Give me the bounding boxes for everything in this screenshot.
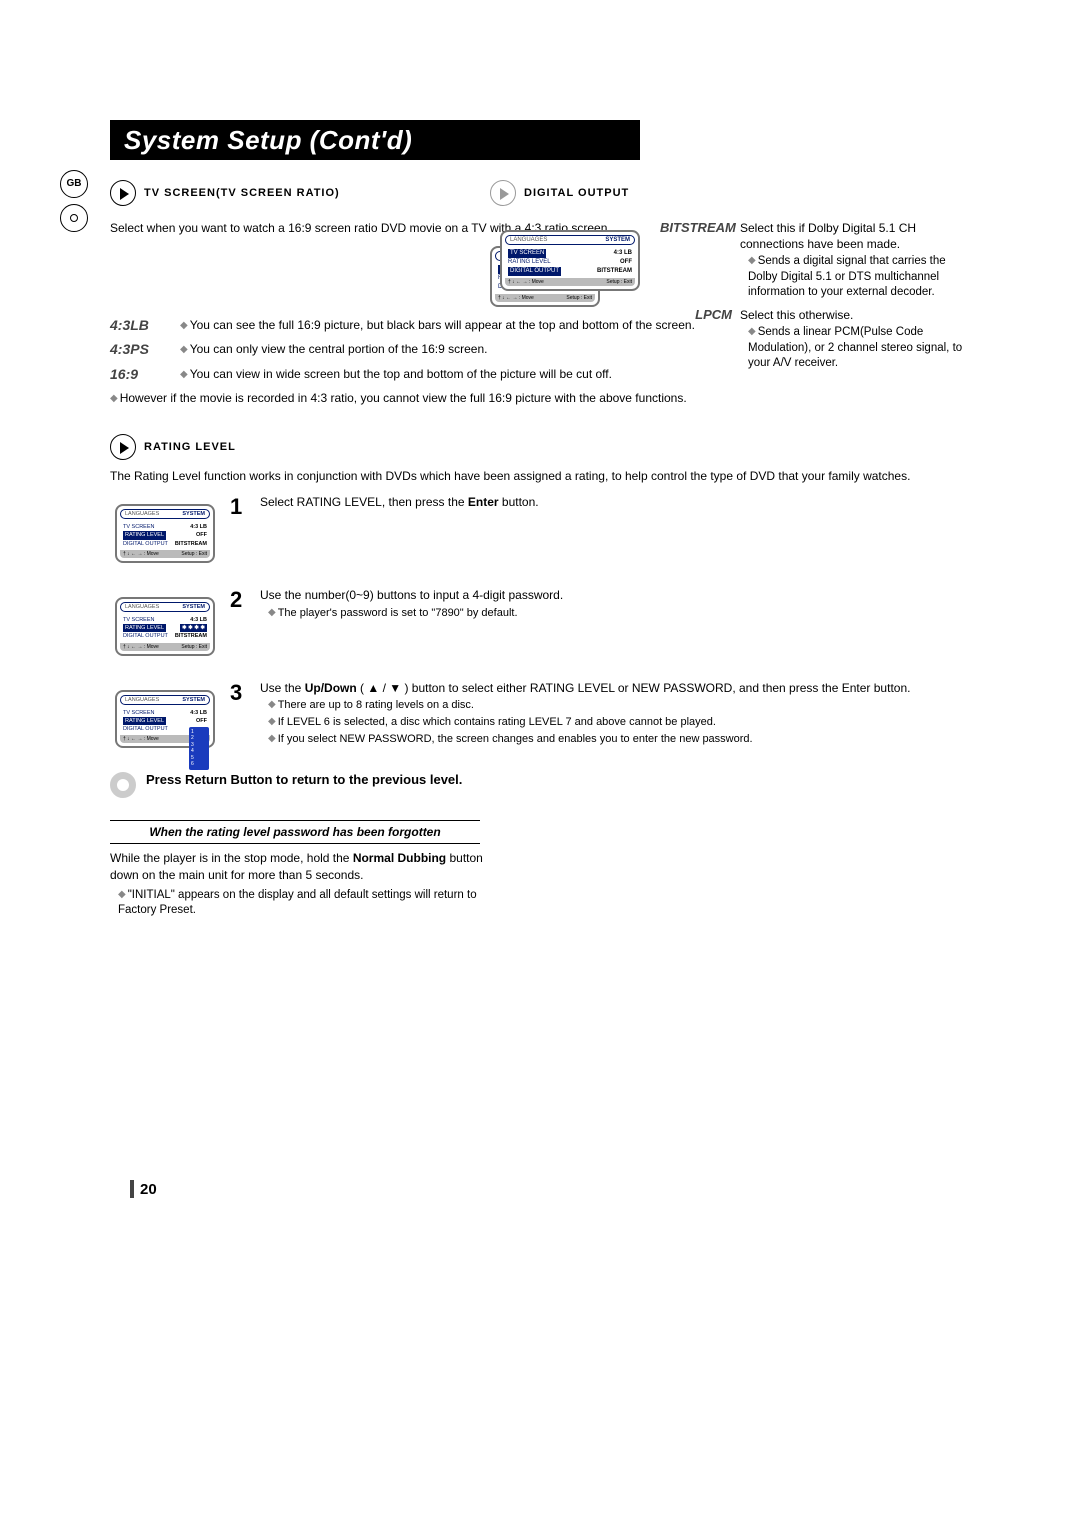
osd-dropdown: 123456	[189, 727, 209, 770]
page-title: System Setup (Cont'd)	[110, 120, 640, 160]
tv-screen-note: However if the movie is recorded in 4:3 …	[120, 391, 687, 405]
section-icon	[490, 180, 516, 206]
osd-foot-l: † ↓ ← → : Move	[123, 644, 159, 650]
def-term: 4:3PS	[110, 341, 180, 357]
osd-row-v: OFF	[196, 717, 207, 725]
def-term: 4:3LB	[110, 317, 180, 333]
do-lead: Select this otherwise.	[740, 308, 853, 322]
step-number: 3	[230, 680, 250, 706]
language-badge: GB	[60, 170, 88, 198]
osd-tab-right: SYSTEM	[182, 697, 205, 703]
osd-digital-output: LANGUAGES SYSTEM TV SCREEN 4:3 LB RATING L…	[500, 230, 640, 291]
osd-row-k: RATING LEVEL	[123, 531, 166, 539]
forgot-body: While the player is in the stop mode, ho…	[110, 850, 500, 919]
osd-foot-r: Setup : Exit	[181, 551, 207, 557]
forgot-heading: When the rating level password has been …	[110, 820, 480, 844]
do-sub: Sends a linear PCM(Pulse Code Modulation…	[748, 326, 962, 369]
rating-intro: The Rating Level function works in conju…	[110, 468, 980, 484]
right-column: DIGITAL OUTPUT LANGUAGES SYSTEM TV SCREEN…	[490, 180, 970, 376]
osd-tab-right: SYSTEM	[605, 237, 630, 243]
section-icon	[110, 180, 136, 206]
osd-row-v: OFF	[620, 258, 632, 267]
osd-row-k: RATING LEVEL	[508, 258, 551, 267]
osd-step-3: LANGUAGESSYSTEM TV SCREEN4:3 LB RATING L…	[115, 690, 215, 749]
osd-tab-left: LANGUAGES	[125, 697, 159, 703]
osd-row-v: BITSTREAM	[597, 267, 632, 276]
osd-tab-right: SYSTEM	[182, 604, 205, 610]
step-number: 2	[230, 587, 250, 613]
step-number: 1	[230, 494, 250, 520]
def-term: 16:9	[110, 366, 180, 382]
osd-tab-left: LANGUAGES	[125, 604, 159, 610]
do-term: BITSTREAM	[660, 220, 740, 301]
page-number: 20	[130, 1180, 157, 1198]
side-icons: GB	[60, 170, 100, 232]
osd-foot-l: † ↓ ← → : Move	[123, 736, 159, 742]
return-icon	[110, 772, 136, 798]
osd-row-k: RATING LEVEL	[123, 624, 166, 632]
osd-row-k: DIGITAL OUTPUT	[508, 267, 561, 276]
step-text: Select RATING LEVEL, then press the Ente…	[260, 494, 539, 511]
step-text: Use the number(0~9) buttons to input a 4…	[260, 587, 563, 621]
section-icon	[110, 434, 136, 460]
osd-tab-left: LANGUAGES	[510, 237, 547, 243]
rating-heading: RATING LEVEL	[144, 441, 236, 453]
osd-step-2: LANGUAGESSYSTEM TV SCREEN4:3 LB RATING L…	[115, 597, 215, 656]
def-text: You can only view the central portion of…	[190, 342, 488, 356]
osd-row-v: OFF	[196, 531, 207, 539]
return-note: Press Return Button to return to the pre…	[146, 772, 462, 789]
osd-tab-left: LANGUAGES	[125, 511, 159, 517]
osd-foot-l: † ↓ ← → : Move	[508, 279, 544, 285]
do-sub: Sends a digital signal that carries the …	[748, 255, 946, 298]
osd-foot-r: Setup : Exit	[606, 279, 632, 285]
rating-steps: LANGUAGESSYSTEM TV SCREEN4:3 LB RATING L…	[110, 494, 980, 758]
do-lead: Select this if Dolby Digital 5.1 CH conn…	[740, 221, 916, 251]
osd-row-v: ✱ ✱ ✱ ✱	[180, 624, 207, 632]
osd-foot-l: † ↓ ← → : Move	[123, 551, 159, 557]
osd-step-1: LANGUAGESSYSTEM TV SCREEN4:3 LB RATING L…	[115, 504, 215, 563]
do-term: LPCM	[660, 307, 740, 372]
osd-tab-right: SYSTEM	[182, 511, 205, 517]
osd-row-k: TV SCREEN	[508, 249, 546, 258]
tv-screen-heading: TV SCREEN(TV SCREEN RATIO)	[144, 187, 340, 199]
osd-row-k: RATING LEVEL	[123, 717, 166, 725]
digital-output-heading: DIGITAL OUTPUT	[524, 187, 629, 199]
osd-row-v: 4:3 LB	[614, 249, 632, 258]
disc-icon	[60, 204, 88, 232]
osd-foot-r: Setup : Exit	[181, 644, 207, 650]
step-text: Use the Up/Down ( ▲ / ▼ ) button to sele…	[260, 680, 910, 747]
